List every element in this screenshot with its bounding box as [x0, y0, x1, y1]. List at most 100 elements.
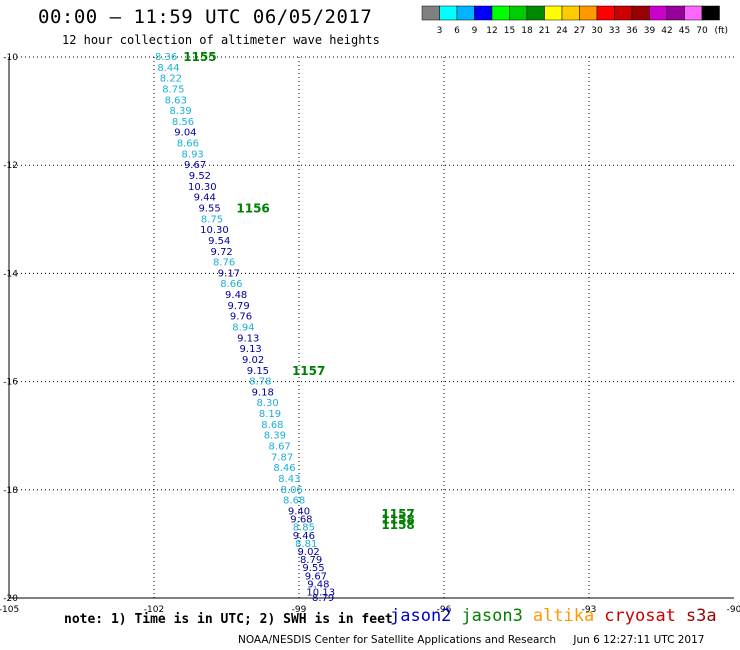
wave-height-label: 8.79 [312, 593, 334, 604]
wave-height-label: 9.17 [218, 268, 240, 279]
wave-height-label: 8.81 [295, 539, 317, 550]
wave-height-label: 9.76 [230, 312, 252, 323]
wave-height-label: 8.67 [269, 442, 291, 453]
wave-height-label: 8.43 [278, 474, 300, 485]
wave-height-label: 8.44 [157, 63, 179, 74]
wave-height-label: 9.44 [194, 193, 216, 204]
wave-height-label: 9.55 [302, 563, 324, 574]
legend-label: 33 [609, 26, 620, 35]
wave-height-label: 9.67 [184, 160, 206, 171]
legend-label: 39 [644, 26, 656, 35]
wave-height-label: 8.93 [182, 149, 204, 160]
legend-label: 9 [472, 26, 478, 35]
wave-height-label: 9.48 [307, 579, 329, 590]
legend-label: 6 [454, 26, 460, 35]
lat-tick-label: -10 [3, 53, 18, 63]
wave-height-label: 9.40 [288, 506, 310, 517]
wave-height-label: 9.52 [189, 171, 211, 182]
legend-label: 27 [574, 26, 585, 35]
sat-altika: altika [532, 606, 595, 626]
wave-height-label: 8.39 [169, 106, 191, 117]
wave-height-label: 9.68 [290, 515, 312, 526]
wave-height-label: 8.76 [213, 258, 235, 269]
wave-height-label: 9.04 [174, 128, 196, 139]
lon-tick-label: -102 [144, 605, 164, 615]
lon-tick-label: -96 [437, 605, 452, 615]
legend-label: 45 [679, 26, 690, 35]
time-label: 1158 [381, 513, 414, 527]
satellite-legend: jason2 jason3 altika cryosat s3a [390, 606, 727, 626]
wave-height-label: 8.75 [162, 84, 184, 95]
legend-label: 36 [626, 26, 638, 35]
legend-label: 3 [437, 26, 443, 35]
wave-height-label: 8.63 [165, 95, 187, 106]
wave-height-label: 9.79 [227, 301, 249, 312]
time-label: 1155 [183, 50, 216, 64]
legend-label: 70 [696, 26, 708, 35]
wave-height-label: 8.66 [177, 139, 199, 150]
wave-height-label: 9.67 [305, 571, 327, 582]
footer-credit: NOAA/NESDIS Center for Satellite Applica… [238, 634, 556, 646]
lon-tick-label: -105 [0, 605, 19, 615]
wave-height-label: 8.68 [283, 496, 305, 507]
wave-height-label: 8.22 [160, 74, 182, 85]
sat-jason2: jason2 [390, 606, 452, 626]
legend-unit: (ft) [715, 26, 729, 35]
footer-timestamp: Jun 6 12:27:11 UTC 2017 [573, 634, 705, 646]
legend-label: 21 [539, 26, 550, 35]
legend-label: 12 [486, 26, 497, 35]
wave-height-label: 9.02 [242, 355, 264, 366]
legend-swatch [701, 5, 720, 21]
legend-label: 18 [521, 26, 533, 35]
wave-height-label: 8.75 [201, 214, 223, 225]
wave-height-label: 9.13 [237, 333, 259, 344]
wave-height-label: 8.79 [300, 555, 322, 566]
wave-height-label: 8.56 [172, 117, 194, 128]
time-label: 1156 [236, 201, 269, 215]
legend-label: 42 [661, 26, 672, 35]
legend-label: 24 [556, 26, 568, 35]
lat-tick-label: -20 [3, 594, 18, 604]
lon-tick-label: -99 [292, 605, 307, 615]
lon-tick-label: -93 [582, 605, 597, 615]
lat-tick-label: -12 [3, 161, 18, 171]
wave-height-label: 8.46 [273, 463, 295, 474]
wave-height-label: 9.02 [298, 547, 320, 558]
wave-height-label: 8.06 [281, 485, 303, 496]
wave-height-label: 8.36 [155, 52, 177, 63]
wave-height-label: 9.54 [208, 236, 230, 247]
note-text: note: 1) Time is in UTC; 2) SWH is in fe… [64, 612, 393, 627]
page-title: 00:00 – 11:59 UTC 06/05/2017 [38, 6, 373, 28]
lat-tick-label: -14 [3, 269, 18, 279]
wave-height-label: 9.15 [247, 366, 269, 377]
legend-label: 30 [591, 26, 603, 35]
wave-height-label: 9.13 [240, 344, 262, 355]
sat-cryosat: cryosat [604, 606, 676, 626]
wave-height-label: 9.46 [293, 531, 315, 542]
footer: NOAA/NESDIS Center for Satellite Applica… [238, 634, 704, 646]
time-label: 1157 [381, 507, 414, 521]
wave-height-label: 10.30 [200, 225, 229, 236]
wave-height-label: 9.48 [225, 290, 247, 301]
wave-height-label: 8.19 [259, 409, 281, 420]
lat-tick-label: -16 [3, 378, 18, 388]
wave-height-label: 8.30 [256, 398, 278, 409]
lat-tick-label: -18 [3, 486, 18, 496]
wave-height-label: 7.87 [271, 452, 293, 463]
wave-height-label: 9.72 [211, 247, 233, 258]
time-label: 1158 [381, 518, 414, 532]
sat-s3a: s3a [685, 606, 717, 626]
wave-height-label: 8.68 [261, 420, 283, 431]
wave-height-label: 8.66 [220, 279, 242, 290]
lon-tick-label: -90 [727, 605, 740, 615]
legend-label: 15 [504, 26, 515, 35]
color-legend: 3 6 9 12 15 18 21 24 27 30 33 36 39 42 45 70 (ft) [421, 5, 729, 35]
wave-height-label: 9.55 [198, 203, 220, 214]
wave-height-label: 8.94 [232, 323, 254, 334]
wave-height-label: 10.13 [306, 588, 335, 599]
sat-jason3: jason3 [461, 606, 523, 626]
time-label: 1157 [292, 364, 325, 378]
wave-height-label: 8.78 [249, 377, 271, 388]
wave-height-label: 8.85 [293, 523, 315, 534]
